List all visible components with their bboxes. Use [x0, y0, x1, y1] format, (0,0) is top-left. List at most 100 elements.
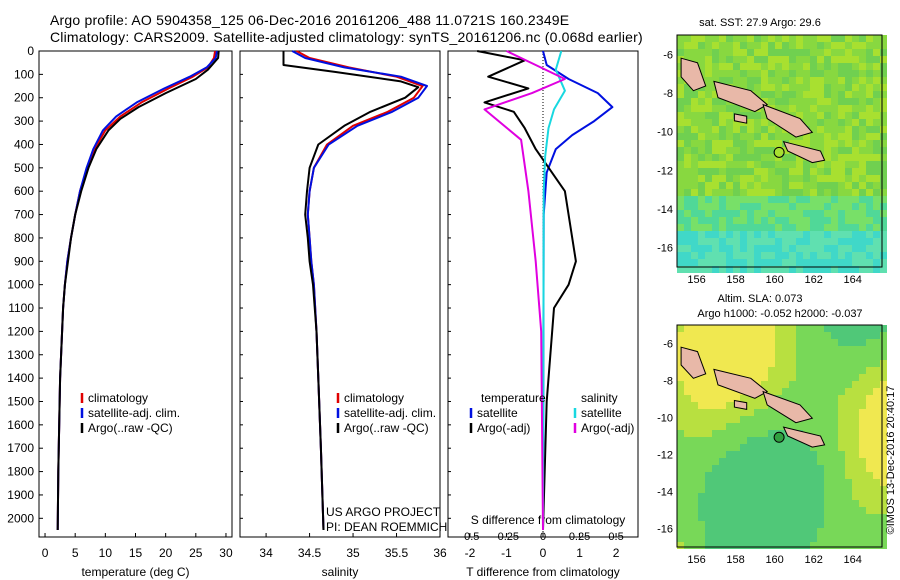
depth-tick-label: 600	[14, 184, 34, 198]
diff-legend-title-t: temperature	[481, 391, 546, 405]
sla-lon-tick-label: 160	[765, 554, 783, 566]
salinity-axis-label: salinity	[322, 565, 359, 579]
sla-lat-tick-label: -6	[663, 339, 673, 351]
island-shape	[733, 399, 748, 411]
sla-lon-tick-label: 156	[687, 554, 705, 566]
salinity-legend-label: Argo(..raw -QC)	[344, 421, 429, 435]
project-annotation: US ARGO PROJECT	[326, 505, 441, 519]
temperature-legend-label: climatology	[88, 391, 148, 405]
series-line-difference-t-argo-adj-	[477, 50, 577, 531]
salinity-tick-label: 34	[259, 546, 273, 560]
depth-tick-label: 900	[14, 254, 34, 268]
diff-legend-title-s: salinity	[581, 391, 618, 405]
sla-lon-tick-label: 158	[726, 554, 744, 566]
series-line-salinity-argo-raw-qc-	[282, 51, 420, 531]
sst-lon-tick-label: 162	[804, 274, 822, 286]
sst-map-title: sat. SST: 27.9 Argo: 29.6	[699, 17, 821, 29]
sst-lat-tick-label: -6	[663, 49, 673, 61]
sdiff-tick-label: 0	[540, 531, 546, 543]
temperature-tick-label: 5	[72, 546, 79, 560]
island-shape	[782, 140, 826, 164]
salinity-tick-label: 35.5	[385, 546, 409, 560]
sdiff-axis-label: S difference from climatology	[471, 513, 626, 527]
sla-map	[676, 324, 887, 549]
island-shape	[713, 80, 769, 113]
depth-tick-label: 400	[14, 137, 34, 151]
argo-location-marker	[773, 431, 785, 443]
depth-tick-label: 800	[14, 231, 34, 245]
sst-lon-tick-label: 156	[687, 274, 705, 286]
series-line-difference-t-satellite	[542, 50, 614, 531]
tdiff-tick-label: -1	[501, 546, 512, 560]
plot-frame-salinity	[239, 50, 441, 538]
temperature-legend-label: satellite-adj. clim.	[88, 406, 180, 420]
sdiff-tick-label: -0.5	[460, 531, 479, 543]
sla-lat-tick-label: -10	[657, 413, 673, 425]
depth-tick-label: 700	[14, 208, 34, 222]
temperature-tick-label: 20	[159, 546, 173, 560]
island-shape	[762, 103, 814, 138]
sla-lat-tick-label: -8	[663, 376, 673, 388]
tdiff-tick-label: 2	[613, 546, 620, 560]
argo-location-marker	[773, 146, 785, 158]
sst-lat-tick-label: -10	[657, 127, 673, 139]
salinity-legend-label: satellite-adj. clim.	[344, 406, 436, 420]
depth-tick-label: 1100	[8, 301, 34, 315]
sdiff-tick-label: -0.25	[494, 531, 519, 543]
sdiff-tick-label: 0.25	[569, 531, 590, 543]
sst-lon-tick-label: 160	[765, 274, 783, 286]
diff-s-legend-label: Argo(-adj)	[581, 421, 634, 435]
depth-tick-label: 1900	[7, 488, 34, 502]
series-line-difference-s-satellite	[542, 50, 566, 531]
sst-lon-tick-label: 158	[726, 274, 744, 286]
temperature-tick-label: 0	[42, 546, 49, 560]
depth-tick-label: 1700	[7, 441, 34, 455]
imos-credit: ©IMOS 13-Dec-2016 20:40:17	[885, 386, 897, 535]
sla-map-frame	[676, 324, 883, 548]
salinity-legend-label: climatology	[344, 391, 404, 405]
pi-annotation: PI: DEAN ROEMMICH	[326, 520, 447, 534]
temperature-tick-label: 30	[219, 546, 233, 560]
tdiff-tick-label: -2	[465, 546, 476, 560]
series-line-difference-s-argo-adj-	[483, 50, 566, 531]
sst-lat-tick-label: -8	[663, 88, 673, 100]
tdiff-tick-label: 0	[540, 546, 547, 560]
profile-title: Argo profile: AO 5904358_125 06-Dec-2016…	[50, 12, 570, 28]
temperature-legend-label: Argo(..raw -QC)	[88, 421, 173, 435]
tdiff-axis-label: T difference from climatology	[466, 565, 620, 579]
depth-tick-label: 0	[27, 44, 34, 58]
sst-lon-tick-label: 164	[844, 274, 862, 286]
depth-tick-label: 1500	[7, 394, 34, 408]
sst-lat-tick-label: -12	[657, 165, 673, 177]
depth-tick-label: 2000	[7, 511, 34, 525]
salinity-tick-label: 36	[433, 546, 447, 560]
temperature-axis-label: temperature (deg C)	[81, 565, 189, 579]
tdiff-tick-label: 1	[576, 546, 583, 560]
sla-lat-tick-label: -16	[657, 524, 673, 536]
sla-lat-tick-label: -14	[657, 487, 673, 499]
depth-tick-label: 100	[14, 67, 34, 81]
sla-map-title: Altim. SLA: 0.073	[718, 293, 803, 305]
salinity-tick-label: 35	[346, 546, 360, 560]
sst-lat-tick-label: -16	[657, 243, 673, 255]
salinity-tick-label: 34.5	[298, 546, 322, 560]
island-shape	[733, 113, 748, 124]
diff-t-legend-label: satellite	[477, 406, 518, 420]
island-shape	[762, 390, 814, 424]
temperature-tick-label: 15	[129, 546, 143, 560]
island-shape	[713, 368, 769, 399]
plot-frame-temperature	[38, 50, 233, 538]
island-shape	[680, 57, 707, 92]
sla-lon-tick-label: 164	[844, 554, 862, 566]
depth-tick-label: 300	[14, 114, 34, 128]
sst-lat-tick-label: -14	[657, 204, 673, 216]
series-line-temperature-argo-raw-qc-	[56, 50, 220, 531]
depth-tick-label: 1800	[7, 465, 34, 479]
diff-s-legend-label: satellite	[581, 406, 622, 420]
depth-tick-label: 500	[14, 161, 34, 175]
sst-map	[676, 34, 887, 273]
sla-lon-tick-label: 162	[804, 554, 822, 566]
sla-map-subtitle: Argo h1000: -0.052 h2000: -0.037	[697, 308, 862, 320]
